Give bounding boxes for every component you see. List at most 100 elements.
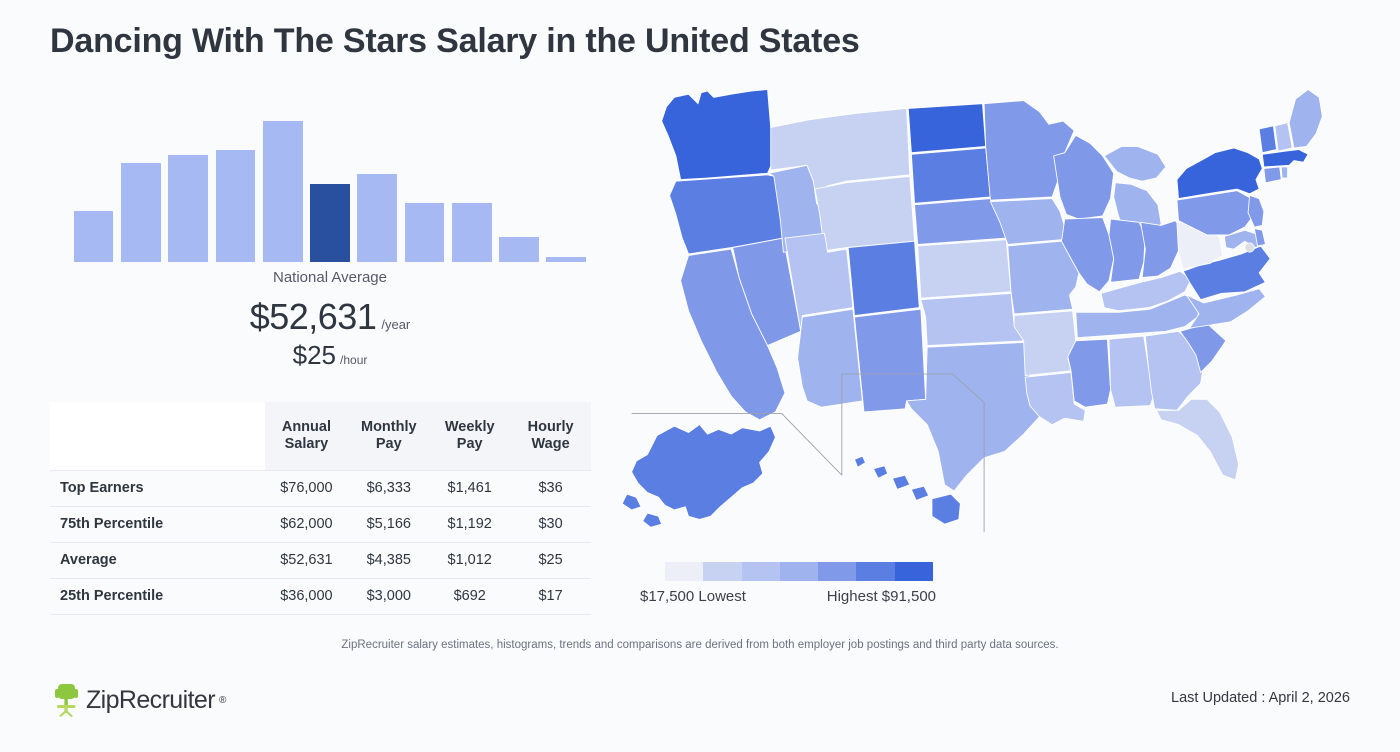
legend-swatch bbox=[779, 562, 819, 581]
hourly-salary-unit: /hour bbox=[340, 353, 368, 367]
table-cell-weekly-pay: $1,461 bbox=[447, 480, 492, 496]
legend-swatch bbox=[818, 562, 857, 581]
histogram-bar-slot bbox=[543, 92, 590, 262]
legend-swatch bbox=[703, 562, 742, 581]
state-AK[interactable] bbox=[621, 423, 776, 528]
header-line-2: Pay bbox=[456, 435, 483, 452]
office-chair-icon bbox=[55, 684, 78, 717]
state-WY[interactable] bbox=[814, 175, 916, 252]
table-cell-annual-salary: $62,000 bbox=[280, 516, 333, 532]
table-cell-weekly-pay: $1,192 bbox=[447, 516, 492, 532]
hawaii-inset-divider bbox=[841, 373, 985, 533]
page-title: Dancing With The Stars Salary in the Uni… bbox=[50, 22, 860, 60]
state-CT[interactable] bbox=[1263, 166, 1282, 184]
table-row: Top Earners $76,000 $6,333 $1,461 $36 bbox=[50, 470, 591, 506]
state-WA[interactable] bbox=[661, 89, 775, 181]
salary-summary-panel: National Average $52,631/year $25/hour bbox=[48, 92, 598, 371]
header-line-1: Annual bbox=[281, 418, 331, 435]
histogram-bar[interactable] bbox=[546, 256, 587, 262]
state-HI[interactable] bbox=[853, 455, 961, 525]
state-ME[interactable] bbox=[1288, 88, 1323, 149]
histogram-bar[interactable] bbox=[262, 120, 303, 262]
table-cell-annual-salary: $52,631 bbox=[280, 552, 333, 568]
state-TX[interactable] bbox=[905, 341, 1042, 492]
histogram-bar[interactable] bbox=[451, 202, 492, 262]
table-header: Annual Salary Monthly Pay Weekly Pay Hou… bbox=[50, 402, 591, 470]
histogram-bar[interactable] bbox=[499, 236, 539, 262]
legend-swatch bbox=[741, 562, 780, 581]
histogram-bar[interactable] bbox=[215, 149, 256, 262]
annual-salary-unit: /year bbox=[381, 317, 411, 332]
state-OH[interactable] bbox=[1140, 220, 1184, 279]
histogram-bar-slot bbox=[70, 92, 117, 262]
header-line-2: Pay bbox=[375, 435, 402, 452]
state-DE[interactable] bbox=[1253, 228, 1266, 247]
dc-marker-icon bbox=[1244, 242, 1255, 253]
table-header-annual-salary: Annual Salary bbox=[264, 402, 349, 470]
state-PA[interactable] bbox=[1176, 190, 1255, 236]
state-IL[interactable] bbox=[1061, 217, 1115, 293]
table-header-hourly-wage: Hourly Wage bbox=[510, 402, 591, 470]
state-SD[interactable] bbox=[910, 147, 991, 204]
histogram-bar-average[interactable] bbox=[310, 183, 350, 262]
state-VA[interactable] bbox=[1182, 245, 1271, 301]
logo-registered-mark: ® bbox=[218, 694, 227, 706]
state-NM[interactable] bbox=[854, 308, 927, 413]
table-cell-row-label: Average bbox=[60, 552, 117, 568]
header-line-1: Weekly bbox=[444, 418, 495, 435]
legend-swatch bbox=[894, 562, 933, 581]
histogram-bar[interactable] bbox=[121, 163, 161, 262]
state-IN[interactable] bbox=[1108, 218, 1146, 283]
table-cell-hourly-wage: $36 bbox=[538, 480, 563, 496]
state-AZ[interactable] bbox=[797, 308, 863, 408]
state-RI[interactable] bbox=[1280, 166, 1289, 179]
last-updated-label: Last Updated : April 2, 2026 bbox=[1171, 690, 1350, 706]
table-cell-monthly-pay: $4,385 bbox=[366, 552, 411, 568]
histogram-bar-slot bbox=[495, 92, 542, 262]
hourly-salary-display: $25/hour bbox=[70, 340, 590, 371]
state-NJ[interactable] bbox=[1247, 194, 1265, 228]
legend-swatch bbox=[856, 562, 895, 581]
histogram-bar[interactable] bbox=[357, 173, 398, 262]
annual-salary-amount: $52,631 bbox=[249, 296, 377, 337]
state-MT[interactable] bbox=[770, 107, 911, 205]
histogram-bar[interactable] bbox=[168, 154, 209, 262]
state-SC[interactable] bbox=[1179, 322, 1227, 374]
state-MA[interactable] bbox=[1261, 149, 1309, 168]
legend-labels: $17,500 Lowest Highest $91,500 bbox=[640, 588, 936, 605]
table-cell-annual-salary: $76,000 bbox=[280, 480, 333, 496]
state-ND[interactable] bbox=[907, 103, 987, 154]
state-WI[interactable] bbox=[1053, 134, 1115, 220]
legend-high-label: Highest $91,500 bbox=[826, 588, 936, 605]
state-NH[interactable] bbox=[1274, 122, 1293, 152]
table-row: 25th Percentile $36,000 $3,000 $692 $17 bbox=[50, 578, 591, 614]
header-line-1: Monthly bbox=[361, 418, 417, 435]
header-line-2: Wage bbox=[531, 435, 570, 452]
table-body: Top Earners $76,000 $6,333 $1,461 $36 75th Pe… bbox=[50, 470, 591, 614]
histogram-bar[interactable] bbox=[73, 211, 114, 262]
histogram-bar-slot bbox=[354, 92, 401, 262]
histogram-bar[interactable] bbox=[404, 202, 445, 262]
histogram-bar-slot bbox=[212, 92, 259, 262]
table-header-monthly-pay: Monthly Pay bbox=[348, 402, 430, 470]
state-NC[interactable] bbox=[1185, 288, 1267, 329]
table-cell-monthly-pay: $5,166 bbox=[366, 516, 411, 532]
state-OR[interactable] bbox=[669, 174, 784, 255]
state-MS[interactable] bbox=[1067, 338, 1111, 408]
state-KY[interactable] bbox=[1100, 270, 1192, 312]
state-CO[interactable] bbox=[847, 240, 920, 317]
state-MN[interactable] bbox=[983, 100, 1075, 201]
state-OK[interactable] bbox=[920, 292, 1026, 347]
table-header-corner bbox=[50, 402, 265, 470]
state-VT[interactable] bbox=[1258, 125, 1277, 154]
table-row: 75th Percentile $62,000 $5,166 $1,192 $30 bbox=[50, 506, 591, 542]
histogram-bar-slot bbox=[306, 92, 353, 262]
state-KS[interactable] bbox=[917, 239, 1012, 299]
ziprecruiter-logo[interactable]: ZipRecruiter ® bbox=[52, 682, 226, 718]
table-cell-annual-salary: $36,000 bbox=[280, 588, 333, 604]
state-AL[interactable] bbox=[1108, 335, 1156, 408]
table-cell-row-label: 75th Percentile bbox=[60, 516, 164, 532]
state-NY[interactable] bbox=[1176, 147, 1263, 200]
state-FL[interactable] bbox=[1155, 398, 1240, 481]
salary-histogram bbox=[70, 92, 590, 262]
